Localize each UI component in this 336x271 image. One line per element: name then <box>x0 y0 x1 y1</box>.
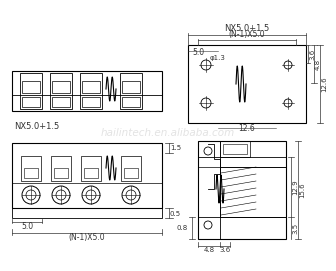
Bar <box>12 208 162 218</box>
Text: 5.0: 5.0 <box>21 222 33 231</box>
Bar <box>198 141 286 239</box>
Bar <box>121 156 141 181</box>
Bar <box>20 73 42 109</box>
Bar <box>80 73 102 109</box>
Bar <box>122 81 140 93</box>
Bar <box>223 144 247 154</box>
Bar <box>51 156 71 181</box>
Bar <box>220 141 250 157</box>
Bar <box>188 45 306 123</box>
Bar <box>220 167 286 217</box>
Text: 3.6: 3.6 <box>219 247 230 253</box>
Bar <box>54 168 68 178</box>
Bar <box>22 97 40 107</box>
Text: 12.9: 12.9 <box>292 179 298 195</box>
Text: 15.6: 15.6 <box>299 182 305 198</box>
Bar <box>84 168 98 178</box>
Bar <box>81 156 101 181</box>
Bar <box>82 81 100 93</box>
Text: 4.8: 4.8 <box>203 247 215 253</box>
Text: 3.5: 3.5 <box>292 222 298 234</box>
Text: 4.8: 4.8 <box>315 59 321 70</box>
Text: 3.6: 3.6 <box>309 49 315 60</box>
Text: 1.5: 1.5 <box>170 145 181 151</box>
Text: 5.0: 5.0 <box>192 48 204 57</box>
Bar <box>120 73 142 109</box>
Bar <box>24 168 38 178</box>
Bar <box>124 168 138 178</box>
Bar <box>52 97 70 107</box>
Bar <box>21 156 41 181</box>
Text: 12.6: 12.6 <box>239 124 255 133</box>
Text: φ1.3: φ1.3 <box>210 55 226 61</box>
Text: NX5.0+1.5: NX5.0+1.5 <box>224 24 269 33</box>
Text: (N-1)X5.0: (N-1)X5.0 <box>229 30 265 39</box>
Bar <box>22 81 40 93</box>
Text: NX5.0+1.5: NX5.0+1.5 <box>14 122 59 131</box>
Text: 0.5: 0.5 <box>170 211 181 217</box>
Bar <box>52 81 70 93</box>
Text: 12.6: 12.6 <box>321 76 327 92</box>
Text: hailintech.en.alibaba.com: hailintech.en.alibaba.com <box>101 128 235 138</box>
Bar <box>122 97 140 107</box>
Bar <box>82 97 100 107</box>
Bar <box>12 143 162 208</box>
Text: 0.8: 0.8 <box>176 225 187 231</box>
Bar <box>12 71 162 111</box>
Bar <box>50 73 72 109</box>
Text: (N-1)X5.0: (N-1)X5.0 <box>69 233 105 242</box>
